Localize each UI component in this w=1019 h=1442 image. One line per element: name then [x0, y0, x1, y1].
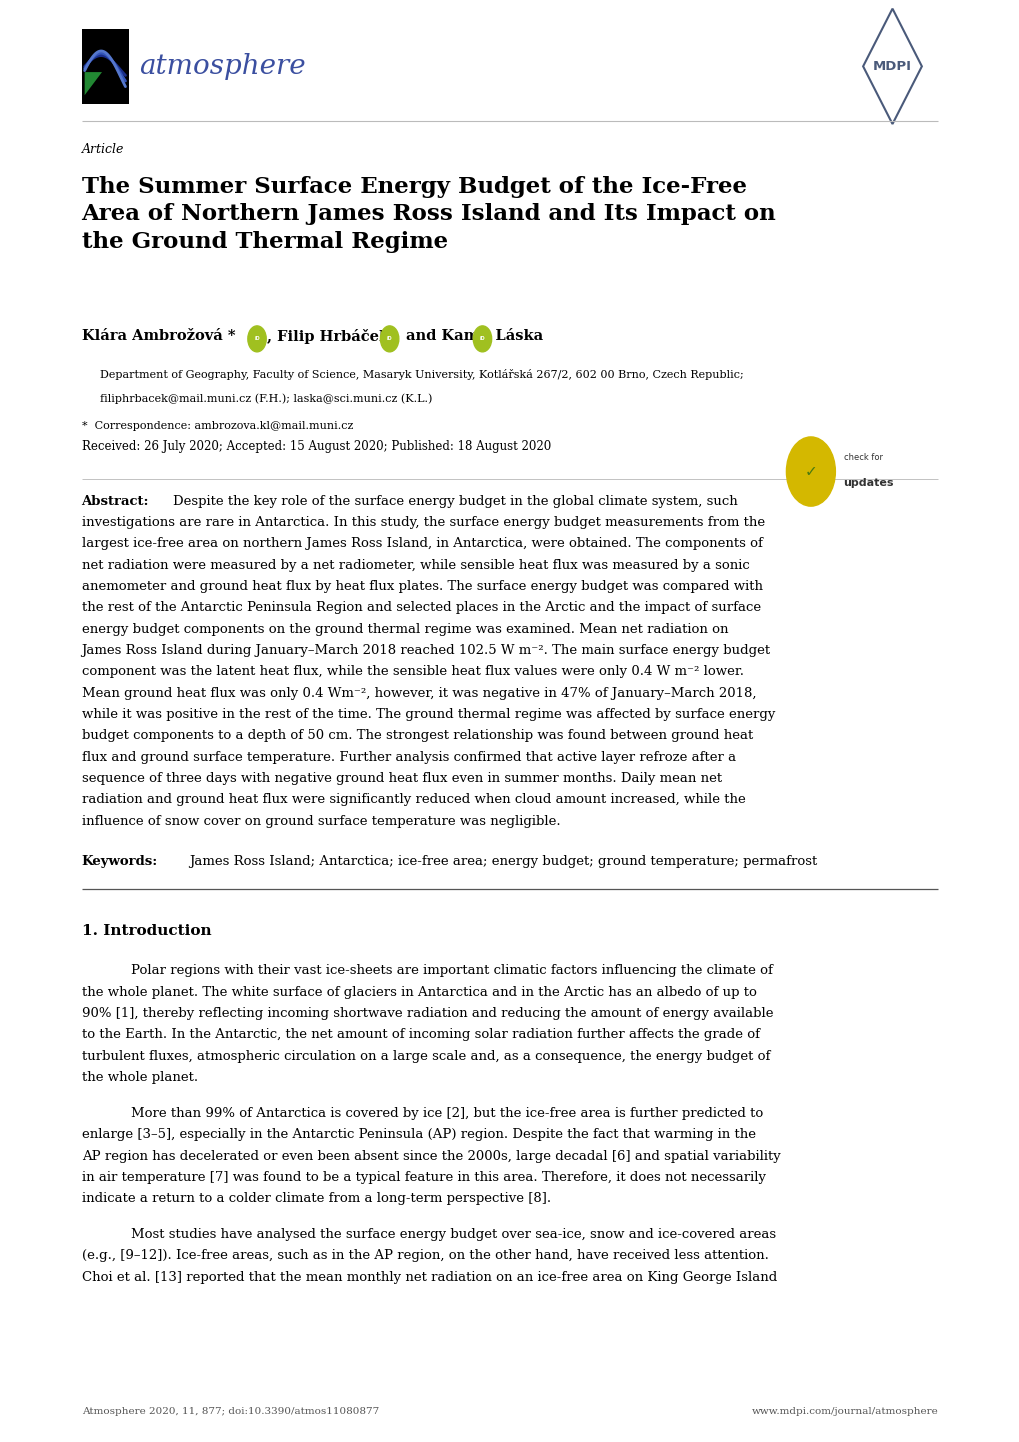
Circle shape	[380, 326, 398, 352]
Text: (e.g., [9–12]). Ice-free areas, such as in the AP region, on the other hand, hav: (e.g., [9–12]). Ice-free areas, such as …	[82, 1249, 767, 1262]
Text: Mean ground heat flux was only 0.4 Wm⁻², however, it was negative in 47% of Janu: Mean ground heat flux was only 0.4 Wm⁻²,…	[82, 686, 755, 699]
Text: Polar regions with their vast ice-sheets are important climatic factors influenc: Polar regions with their vast ice-sheets…	[130, 965, 771, 978]
Text: ✓: ✓	[804, 464, 816, 479]
Text: enlarge [3–5], especially in the Antarctic Peninsula (AP) region. Despite the fa: enlarge [3–5], especially in the Antarct…	[82, 1128, 755, 1141]
Bar	[82, 29, 128, 104]
Polygon shape	[85, 72, 102, 95]
Text: atmosphere: atmosphere	[139, 53, 305, 79]
Text: in air temperature [7] was found to be a typical feature in this area. Therefore: in air temperature [7] was found to be a…	[82, 1171, 765, 1184]
Circle shape	[786, 437, 835, 506]
Text: MDPI: MDPI	[872, 59, 911, 74]
Text: indicate a return to a colder climate from a long-term perspective [8].: indicate a return to a colder climate fr…	[82, 1193, 550, 1206]
Text: influence of snow cover on ground surface temperature was negligible.: influence of snow cover on ground surfac…	[82, 815, 559, 828]
Text: radiation and ground heat flux were significantly reduced when cloud amount incr: radiation and ground heat flux were sign…	[82, 793, 745, 806]
Text: and Kamil Láska: and Kamil Láska	[406, 329, 542, 343]
Circle shape	[473, 326, 491, 352]
Text: James Ross Island; Antarctica; ice-free area; energy budget; ground temperature;: James Ross Island; Antarctica; ice-free …	[189, 855, 816, 868]
Text: component was the latent heat flux, while the sensible heat flux values were onl: component was the latent heat flux, whil…	[82, 665, 743, 678]
Text: check for: check for	[843, 453, 881, 461]
Text: budget components to a depth of 50 cm. The strongest relationship was found betw: budget components to a depth of 50 cm. T…	[82, 730, 752, 743]
Text: , Filip Hrbáček: , Filip Hrbáček	[267, 329, 389, 343]
Text: to the Earth. In the Antarctic, the net amount of incoming solar radiation furth: to the Earth. In the Antarctic, the net …	[82, 1028, 759, 1041]
Text: Received: 26 July 2020; Accepted: 15 August 2020; Published: 18 August 2020: Received: 26 July 2020; Accepted: 15 Aug…	[82, 440, 550, 453]
Text: Atmosphere 2020, 11, 877; doi:10.3390/atmos11080877: Atmosphere 2020, 11, 877; doi:10.3390/at…	[82, 1407, 378, 1416]
Text: largest ice-free area on northern James Ross Island, in Antarctica, were obtaine: largest ice-free area on northern James …	[82, 538, 762, 551]
Text: the whole planet.: the whole planet.	[82, 1071, 198, 1084]
Text: www.mdpi.com/journal/atmosphere: www.mdpi.com/journal/atmosphere	[751, 1407, 937, 1416]
Text: while it was positive in the rest of the time. The ground thermal regime was aff: while it was positive in the rest of the…	[82, 708, 774, 721]
Text: Keywords:: Keywords:	[82, 855, 158, 868]
Text: sequence of three days with negative ground heat flux even in summer months. Dai: sequence of three days with negative gro…	[82, 771, 721, 784]
Text: More than 99% of Antarctica is covered by ice [2], but the ice-free area is furt: More than 99% of Antarctica is covered b…	[130, 1107, 762, 1120]
Text: energy budget components on the ground thermal regime was examined. Mean net rad: energy budget components on the ground t…	[82, 623, 728, 636]
Text: investigations are rare in Antarctica. In this study, the surface energy budget : investigations are rare in Antarctica. I…	[82, 516, 764, 529]
Text: the rest of the Antarctic Peninsula Region and selected places in the Arctic and: the rest of the Antarctic Peninsula Regi…	[82, 601, 760, 614]
Text: updates: updates	[843, 479, 894, 487]
Text: James Ross Island during January–March 2018 reached 102.5 W m⁻². The main surfac: James Ross Island during January–March 2…	[82, 645, 770, 658]
Text: *  Correspondence: ambrozova.kl@mail.muni.cz: * Correspondence: ambrozova.kl@mail.muni…	[82, 421, 353, 431]
Text: Despite the key role of the surface energy budget in the global climate system, : Despite the key role of the surface ener…	[173, 495, 738, 508]
Text: net radiation were measured by a net radiometer, while sensible heat flux was me: net radiation were measured by a net rad…	[82, 558, 749, 571]
Circle shape	[248, 326, 266, 352]
Text: AP region has decelerated or even been absent since the 2000s, large decadal [6]: AP region has decelerated or even been a…	[82, 1149, 780, 1162]
Text: Article: Article	[82, 143, 124, 156]
Text: iD: iD	[479, 336, 485, 342]
Text: Department of Geography, Faculty of Science, Masaryk University, Kotlářská 267/2: Department of Geography, Faculty of Scie…	[100, 369, 743, 381]
Text: Klára Ambrožová *: Klára Ambrožová *	[82, 329, 234, 343]
Text: iD: iD	[254, 336, 260, 342]
Text: iD: iD	[386, 336, 392, 342]
Text: the whole planet. The white surface of glaciers in Antarctica and in the Arctic : the whole planet. The white surface of g…	[82, 986, 756, 999]
Text: Choi et al. [13] reported that the mean monthly net radiation on an ice-free are: Choi et al. [13] reported that the mean …	[82, 1270, 776, 1283]
Text: anemometer and ground heat flux by heat flux plates. The surface energy budget w: anemometer and ground heat flux by heat …	[82, 580, 762, 593]
Text: filiphrbacek@mail.muni.cz (F.H.); laska@sci.muni.cz (K.L.): filiphrbacek@mail.muni.cz (F.H.); laska@…	[100, 394, 432, 404]
Text: Abstract:: Abstract:	[82, 495, 149, 508]
Text: flux and ground surface temperature. Further analysis confirmed that active laye: flux and ground surface temperature. Fur…	[82, 751, 735, 764]
Text: turbulent fluxes, atmospheric circulation on a large scale and, as a consequence: turbulent fluxes, atmospheric circulatio…	[82, 1050, 769, 1063]
Text: 1. Introduction: 1. Introduction	[82, 924, 211, 939]
Text: 90% [1], thereby reflecting incoming shortwave radiation and reducing the amount: 90% [1], thereby reflecting incoming sho…	[82, 1007, 772, 1019]
Text: The Summer Surface Energy Budget of the Ice-Free
Area of Northern James Ross Isl: The Summer Surface Energy Budget of the …	[82, 176, 775, 252]
Text: Most studies have analysed the surface energy budget over sea-ice, snow and ice-: Most studies have analysed the surface e…	[130, 1229, 774, 1242]
